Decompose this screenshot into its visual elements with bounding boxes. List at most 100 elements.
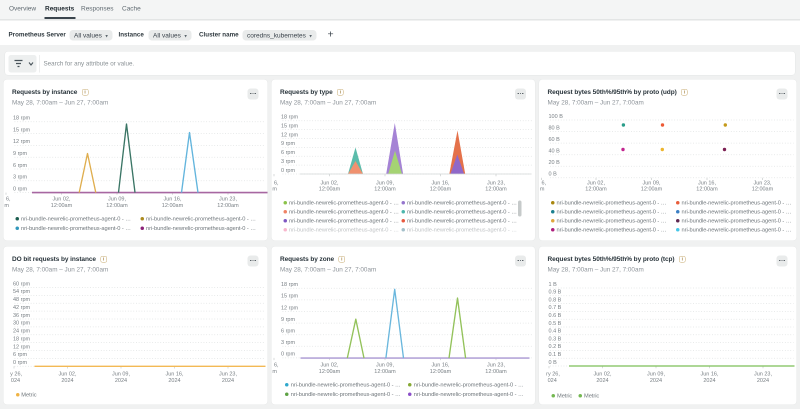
svg-text:m: m bbox=[540, 187, 545, 193]
svg-text:12 rpm: 12 rpm bbox=[281, 132, 299, 138]
svg-text:12:00am: 12:00am bbox=[374, 369, 396, 375]
svg-text:0.2 B: 0.2 B bbox=[549, 344, 562, 350]
svg-text:Jun 02,: Jun 02, bbox=[52, 197, 71, 203]
svg-text:Jun 09,: Jun 09, bbox=[642, 180, 661, 186]
svg-text:3 rpm: 3 rpm bbox=[281, 340, 295, 346]
svg-text:Jun 09,: Jun 09, bbox=[376, 363, 395, 369]
svg-text:Jun 23,: Jun 23, bbox=[487, 363, 506, 369]
svg-text:30 rpm: 30 rpm bbox=[13, 321, 31, 327]
svg-text:12:00am: 12:00am bbox=[485, 369, 507, 375]
svg-text:60 B: 60 B bbox=[549, 137, 561, 143]
svg-text:0 rpm: 0 rpm bbox=[281, 352, 295, 358]
svg-text:3 rpm: 3 rpm bbox=[13, 175, 27, 181]
svg-text:48 rpm: 48 rpm bbox=[13, 297, 31, 303]
svg-text:9 rpm: 9 rpm bbox=[281, 141, 295, 147]
svg-text:12:00am: 12:00am bbox=[319, 369, 341, 375]
svg-text:12 rpm: 12 rpm bbox=[13, 139, 31, 145]
svg-text:18 rpm: 18 rpm bbox=[13, 336, 31, 342]
svg-text:Jun 16,: Jun 16, bbox=[431, 180, 450, 186]
svg-text:12:00am: 12:00am bbox=[319, 187, 341, 193]
svg-text:12:00am: 12:00am bbox=[430, 187, 452, 193]
svg-text:18 rpm: 18 rpm bbox=[13, 116, 31, 122]
svg-text:Jun 23,: Jun 23, bbox=[219, 372, 238, 378]
svg-text:m: m bbox=[272, 369, 277, 375]
svg-text:Jun 16,: Jun 16, bbox=[698, 180, 717, 186]
svg-text:Jun 02,: Jun 02, bbox=[58, 372, 77, 378]
svg-text:12:00am: 12:00am bbox=[585, 187, 607, 193]
svg-text:Jun 23,: Jun 23, bbox=[754, 372, 773, 378]
svg-text:9 rpm: 9 rpm bbox=[281, 317, 295, 323]
svg-text:2024: 2024 bbox=[757, 378, 769, 384]
svg-text:0.7 B: 0.7 B bbox=[549, 305, 562, 311]
svg-text:2024: 2024 bbox=[222, 378, 234, 384]
svg-text:12:00am: 12:00am bbox=[106, 203, 128, 209]
svg-text:Jun 02,: Jun 02, bbox=[593, 372, 612, 378]
svg-text:6 rpm: 6 rpm bbox=[281, 329, 295, 335]
svg-text:m: m bbox=[4, 203, 9, 209]
svg-text:2024: 2024 bbox=[596, 378, 608, 384]
svg-text:Jun 09,: Jun 09, bbox=[647, 372, 666, 378]
svg-text:12 rpm: 12 rpm bbox=[281, 305, 299, 311]
svg-text:Jun 09,: Jun 09, bbox=[112, 372, 131, 378]
svg-text:Jun 23,: Jun 23, bbox=[487, 180, 506, 186]
svg-text:6 rpm: 6 rpm bbox=[13, 352, 27, 358]
svg-text:m: m bbox=[272, 187, 277, 193]
svg-text:2024: 2024 bbox=[703, 378, 715, 384]
svg-text:Jun 09,: Jun 09, bbox=[376, 180, 395, 186]
svg-text:9 rpm: 9 rpm bbox=[13, 151, 27, 157]
svg-text:Jun 16,: Jun 16, bbox=[163, 197, 182, 203]
svg-text:12:00am: 12:00am bbox=[485, 187, 507, 193]
svg-text:0.8 B: 0.8 B bbox=[549, 297, 562, 303]
svg-text:24 rpm: 24 rpm bbox=[13, 329, 31, 335]
svg-text:60 rpm: 60 rpm bbox=[13, 281, 31, 287]
svg-text:54 rpm: 54 rpm bbox=[13, 289, 31, 295]
svg-text:Jun 16,: Jun 16, bbox=[700, 372, 719, 378]
svg-text:Jun 02,: Jun 02, bbox=[587, 180, 606, 186]
svg-text:12:00am: 12:00am bbox=[374, 187, 396, 193]
svg-text:36 rpm: 36 rpm bbox=[13, 313, 31, 319]
svg-text:12:00am: 12:00am bbox=[51, 203, 73, 209]
svg-text:12:00am: 12:00am bbox=[752, 187, 774, 193]
svg-text:0 B: 0 B bbox=[549, 172, 558, 178]
svg-text:6,: 6, bbox=[274, 363, 279, 369]
svg-text:42 rpm: 42 rpm bbox=[13, 305, 31, 311]
svg-text:6 rpm: 6 rpm bbox=[13, 163, 27, 169]
svg-text:Jun 16,: Jun 16, bbox=[165, 372, 184, 378]
svg-text:0.3 B: 0.3 B bbox=[549, 336, 562, 342]
svg-text:12:00am: 12:00am bbox=[430, 369, 452, 375]
svg-text:12:00am: 12:00am bbox=[696, 187, 718, 193]
svg-text:Jun 23,: Jun 23, bbox=[753, 180, 772, 186]
svg-text:Jun 02,: Jun 02, bbox=[320, 180, 339, 186]
svg-text:2024: 2024 bbox=[650, 378, 662, 384]
svg-text:Jun 23,: Jun 23, bbox=[219, 197, 238, 203]
svg-text:024: 024 bbox=[11, 378, 20, 384]
svg-text:2024: 2024 bbox=[168, 378, 180, 384]
svg-text:15 rpm: 15 rpm bbox=[281, 294, 299, 300]
svg-text:20 B: 20 B bbox=[549, 160, 561, 166]
svg-text:1 B: 1 B bbox=[549, 282, 558, 288]
svg-text:6,: 6, bbox=[6, 197, 11, 203]
svg-text:100 B: 100 B bbox=[549, 114, 564, 120]
svg-text:18 rpm: 18 rpm bbox=[281, 115, 299, 121]
svg-text:0 rpm: 0 rpm bbox=[13, 360, 27, 366]
svg-text:40 B: 40 B bbox=[549, 149, 561, 155]
svg-text:0 rpm: 0 rpm bbox=[13, 186, 27, 192]
svg-text:Jun 02,: Jun 02, bbox=[320, 363, 339, 369]
svg-text:18 rpm: 18 rpm bbox=[281, 282, 299, 288]
svg-text:Jun 09,: Jun 09, bbox=[108, 197, 127, 203]
svg-text:0.6 B: 0.6 B bbox=[549, 313, 562, 319]
svg-text:6,: 6, bbox=[542, 180, 547, 186]
svg-text:0.9 B: 0.9 B bbox=[549, 290, 562, 296]
svg-text:2024: 2024 bbox=[61, 378, 73, 384]
svg-text:024: 024 bbox=[548, 378, 557, 384]
svg-text:12:00am: 12:00am bbox=[641, 187, 663, 193]
svg-text:15 rpm: 15 rpm bbox=[281, 123, 299, 129]
svg-text:Jun 16,: Jun 16, bbox=[431, 363, 450, 369]
svg-text:ry 26,: ry 26, bbox=[546, 372, 560, 378]
svg-text:12:00am: 12:00am bbox=[162, 203, 184, 209]
svg-text:y 26,: y 26, bbox=[10, 372, 22, 378]
svg-text:2024: 2024 bbox=[115, 378, 127, 384]
svg-text:12:00am: 12:00am bbox=[217, 203, 239, 209]
svg-text:6,: 6, bbox=[274, 180, 279, 186]
svg-text:0.4 B: 0.4 B bbox=[549, 329, 562, 335]
